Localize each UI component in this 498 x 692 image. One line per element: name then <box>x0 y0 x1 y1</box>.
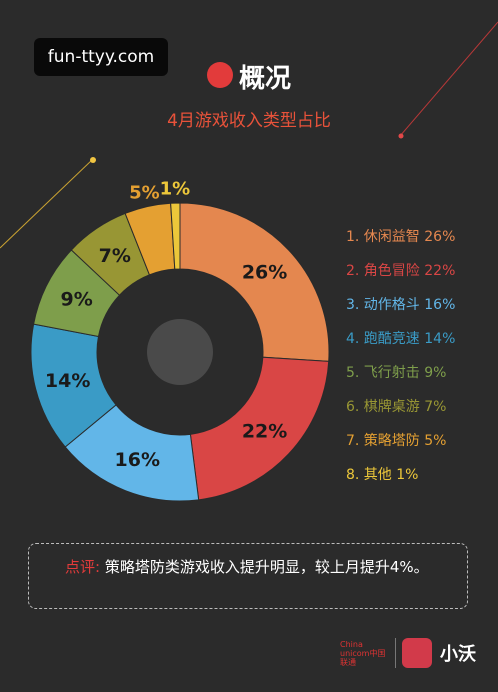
slice-value-label: 1% <box>160 179 191 200</box>
chart-subtitle: 4月游戏收入类型占比 <box>167 111 331 131</box>
legend-item: 7. 策略塔防 5% <box>346 433 447 449</box>
slice-value-label: 7% <box>99 245 131 267</box>
slice-value-label: 16% <box>115 449 160 471</box>
comment-label: 点评: <box>65 558 101 576</box>
slice-value-label: 22% <box>242 420 287 442</box>
legend-item: 4. 跑酷竞速 14% <box>346 331 456 347</box>
deco-line-left <box>0 159 93 249</box>
deco-line-right <box>399 21 498 137</box>
title-bullet-icon <box>206 61 233 88</box>
wo-badge-icon <box>402 638 432 668</box>
slice-value-label: 14% <box>45 370 90 392</box>
deco-dot-right <box>398 133 404 139</box>
footer-brand: 小沃 <box>440 644 476 665</box>
donut-slice <box>189 356 330 501</box>
legend-item: 1. 休闲益智 26% <box>346 229 456 245</box>
deco-dot-left <box>90 157 96 163</box>
slice-value-label: 9% <box>61 288 93 310</box>
slice-value-label: 26% <box>242 262 287 284</box>
donut-slice <box>179 202 330 362</box>
donut-center <box>147 319 213 385</box>
comment-box: 点评: 策略塔防类游戏收入提升明显，较上月提升4%。 <box>28 543 468 609</box>
footer-divider <box>395 638 396 668</box>
legend-item: 6. 棋牌桌游 7% <box>346 399 447 415</box>
watermark: fun-ttyy.com <box>34 38 168 76</box>
slice-value-label: 5% <box>129 182 160 203</box>
page-title-text: 概况 <box>238 64 291 94</box>
legend-item: 5. 飞行射击 9% <box>346 365 447 381</box>
chart-legend: 1. 休闲益智 26% 2. 角色冒险 22% 3. 动作格斗 16% 4. 跑酷竞速… <box>346 226 455 498</box>
page-title: 概况 <box>0 58 498 95</box>
donut-slice <box>170 202 181 270</box>
comment-text: 策略塔防类游戏收入提升明显，较上月提升4%。 <box>104 558 429 576</box>
legend-item: 3. 动作格斗 16% <box>346 297 456 313</box>
legend-item: 8. 其他 1% <box>346 467 419 483</box>
legend-item: 2. 角色冒险 22% <box>346 263 456 279</box>
unicom-logo: China unicom中国联通 <box>340 640 386 667</box>
